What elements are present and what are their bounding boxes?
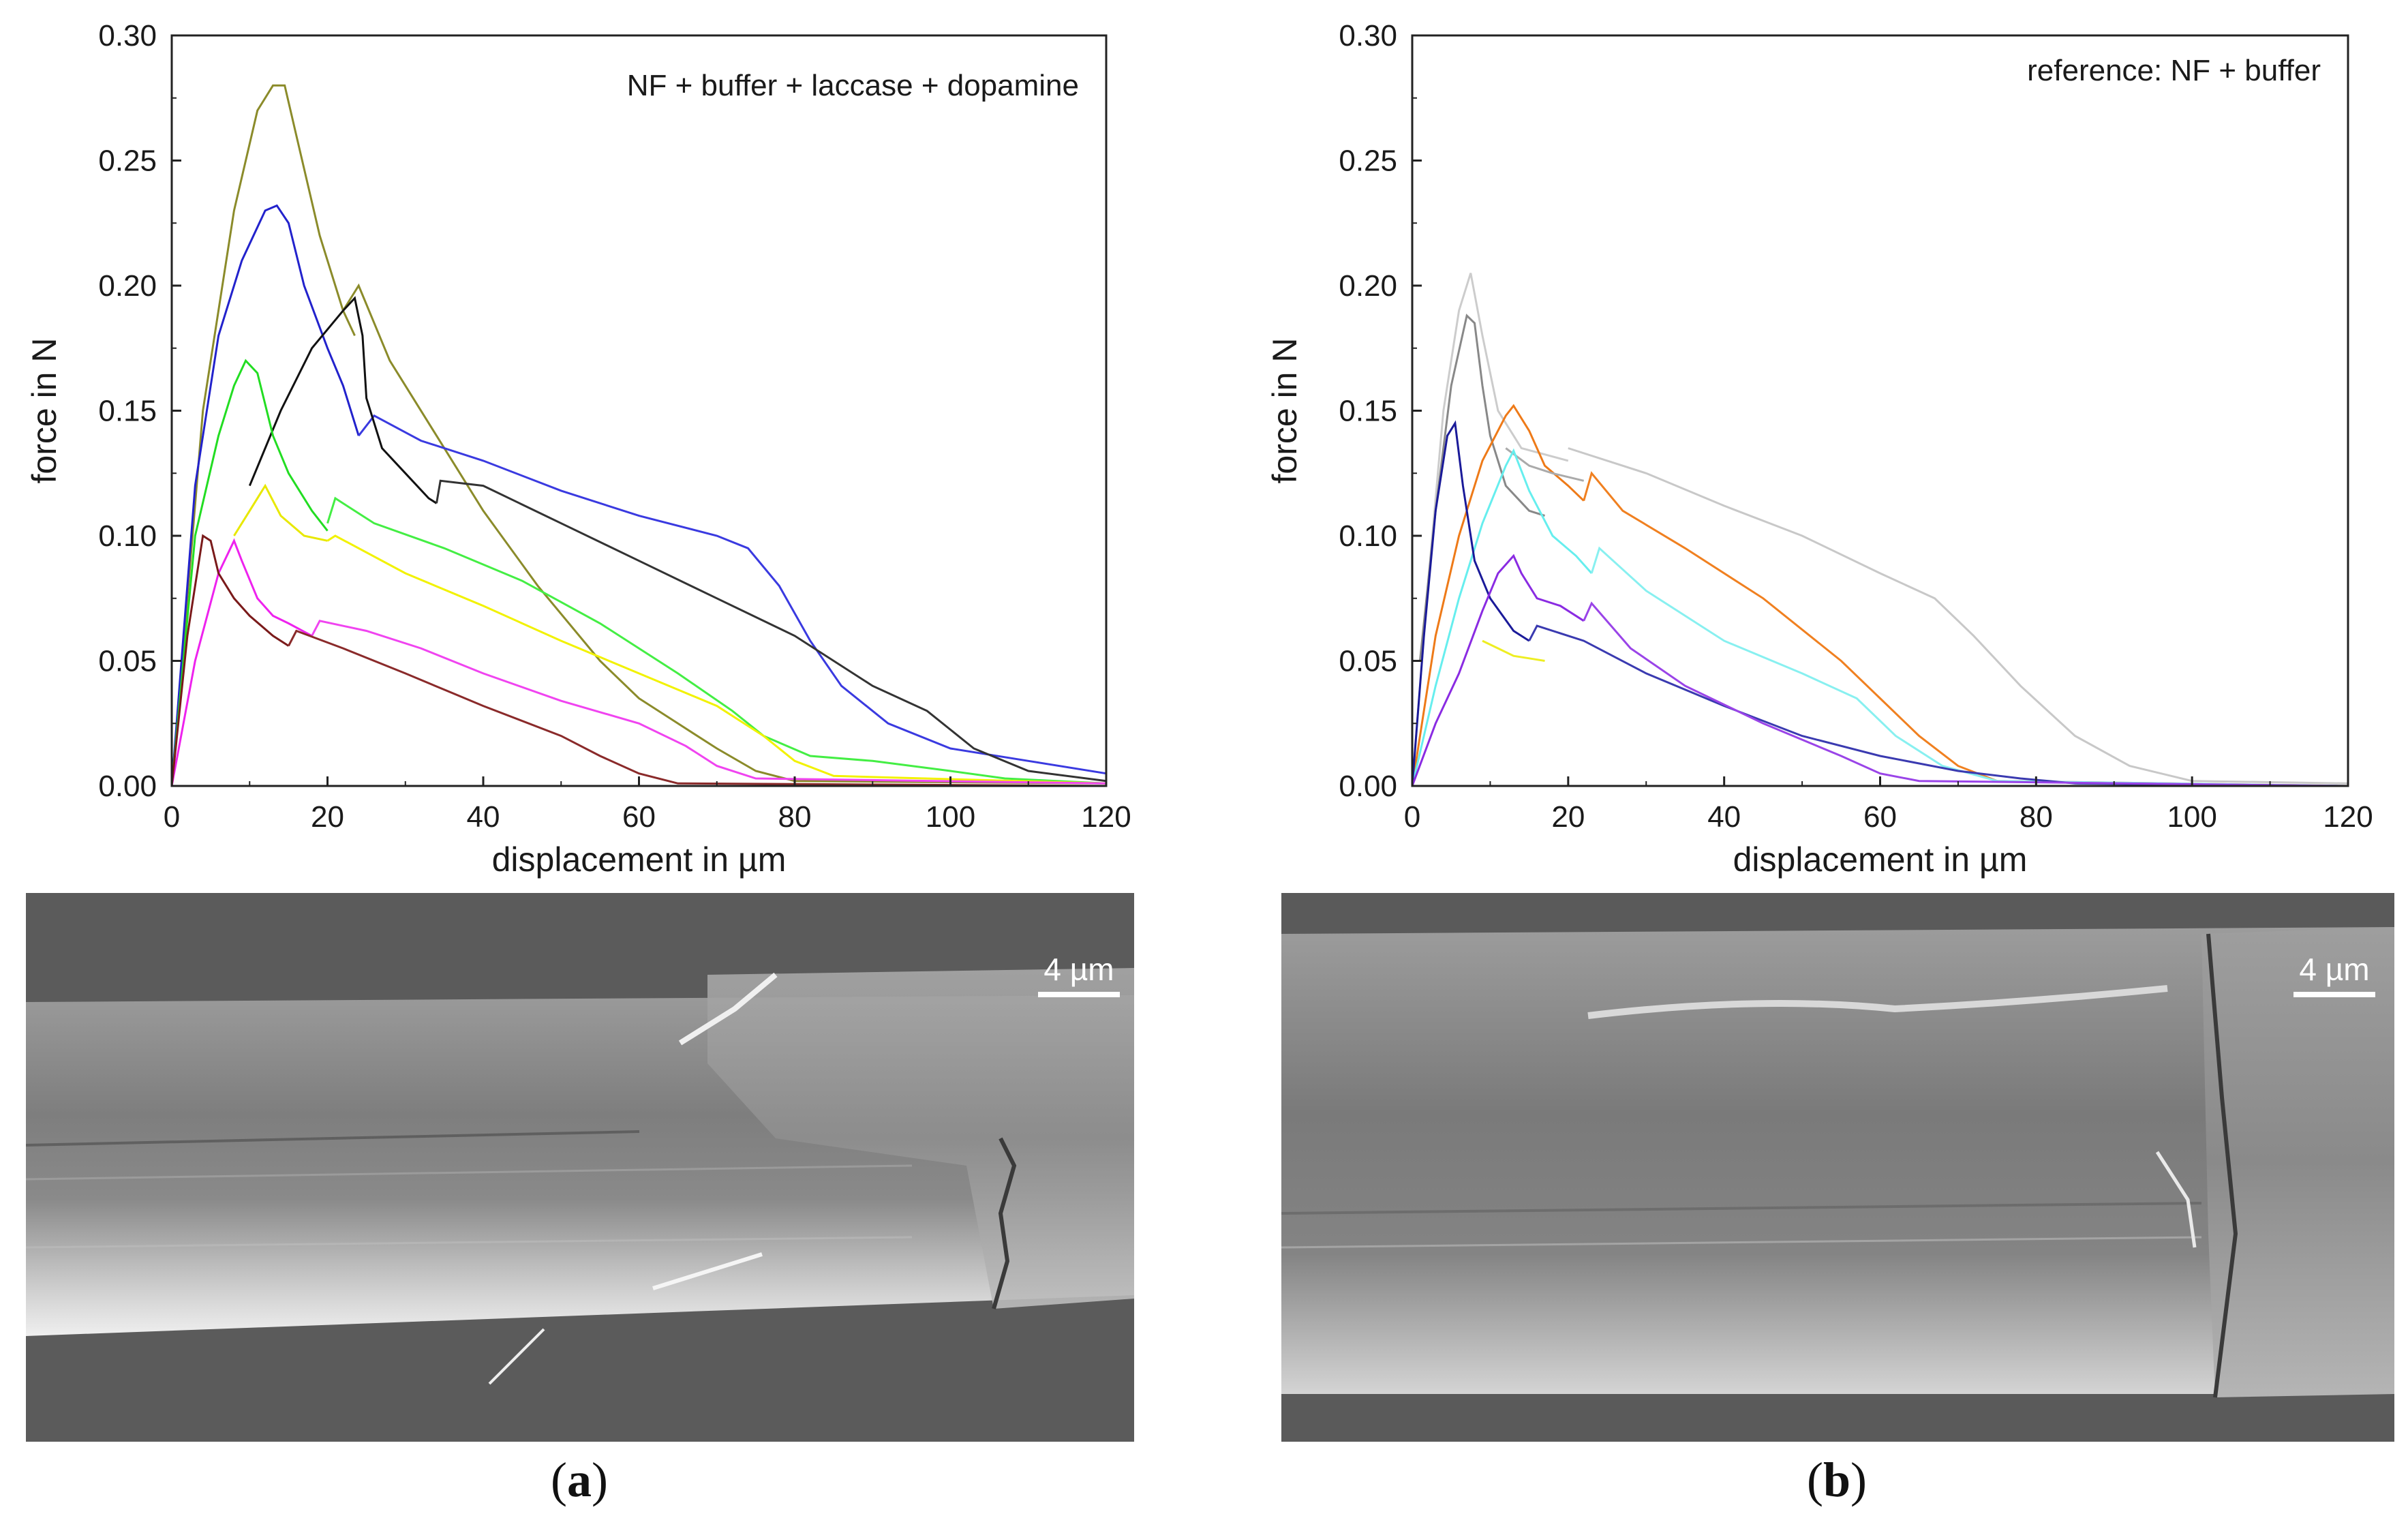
x-tick-label: 60 <box>1863 800 1897 834</box>
series-line-blue-2 <box>358 414 1107 775</box>
series-line-magenta <box>170 538 313 787</box>
y-tick-label: 0.25 <box>98 145 157 178</box>
series-line-lightgray <box>1411 273 1569 787</box>
sem-image-b: 4 µm <box>1281 893 2394 1442</box>
caption-a-letter: a <box>567 1453 592 1507</box>
y-tick-label: 0.30 <box>98 19 157 52</box>
series-line-orange-2 <box>1583 471 2349 787</box>
series-line-lightgray-2 <box>1568 447 2349 785</box>
x-axis-label: displacement in µm <box>1733 840 2028 879</box>
y-tick-label: 0.05 <box>1339 645 1397 678</box>
sem-image-a: 4 µm <box>26 893 1134 1442</box>
series-line-gray-flat <box>1505 447 1585 482</box>
series-line-yellow <box>233 483 328 542</box>
y-tick-label: 0.10 <box>1339 519 1397 553</box>
x-tick-label: 20 <box>1551 800 1585 834</box>
y-tick-label: 0.30 <box>1339 19 1397 52</box>
series-line-darkred-2 <box>288 629 1107 787</box>
series-line-cyan <box>1411 448 1593 787</box>
y-axis-label: force in N <box>1266 338 1304 484</box>
x-axis-label: displacement in µm <box>492 840 787 879</box>
series-line-violet-2 <box>1583 601 2349 787</box>
plot-frame <box>1411 34 2349 787</box>
y-tick-label: 0.10 <box>98 519 157 553</box>
chart-b: 0 20 40 60 80 100 120 0.00 0.05 0.10 0.15 0.20 0.25 0… <box>1240 0 2408 900</box>
series-line-yellow-2 <box>326 534 1107 785</box>
series-line-orange <box>1411 404 1585 787</box>
x-tick-label: 80 <box>778 800 812 834</box>
fiber-drawing-b <box>1281 893 2394 1442</box>
chart-b-svg: 0 20 40 60 80 100 120 0.00 0.05 0.10 0.15 0.20 0.25 0… <box>1266 19 2373 879</box>
x-tick-label: 80 <box>2020 800 2053 834</box>
x-tick-label: 120 <box>2323 800 2373 834</box>
chart-a-svg: 0 20 40 60 80 100 120 0.00 0.05 0.10 0.15 0.20 0.25 0… <box>25 19 1131 879</box>
chart-a: 0 20 40 60 80 100 120 0.00 0.05 0.10 0.15 0.20 0.25 0… <box>0 0 1172 900</box>
series-line-gray <box>1418 314 1545 661</box>
y-tick-label: 0.20 <box>98 269 157 303</box>
series-line-navy-2 <box>1528 624 2349 787</box>
series-line-darkred <box>170 534 290 787</box>
scale-bar-b: 4 µm <box>2293 951 2375 997</box>
plot-area <box>170 84 1107 787</box>
series-line-black-2 <box>436 479 1107 783</box>
x-tick-label: 100 <box>926 800 975 834</box>
x-tick-label: 100 <box>2167 800 2216 834</box>
y-tick-label: 0.00 <box>1339 770 1397 803</box>
fiber-drawing-a <box>26 893 1134 1442</box>
plot-area <box>1411 273 2349 787</box>
chart-annotation: NF + buffer + laccase + dopamine <box>627 69 1079 102</box>
caption-b: (b) <box>1806 1453 1867 1507</box>
series-line-yellow <box>1482 639 1545 662</box>
scale-label-a: 4 µm <box>1043 952 1114 987</box>
scale-label-b: 4 µm <box>2299 952 2370 987</box>
scale-line-b <box>2293 992 2375 997</box>
y-tick-label: 0.15 <box>98 395 157 428</box>
x-tick-label: 40 <box>1707 800 1741 834</box>
series-line-violet <box>1411 554 1585 787</box>
y-tick-label: 0.25 <box>1339 145 1397 178</box>
series-line-magenta-2 <box>311 620 1107 785</box>
x-tick-label: 120 <box>1081 800 1131 834</box>
x-tick-label: 0 <box>164 800 180 834</box>
scale-bar-a: 4 µm <box>1038 951 1120 997</box>
caption-a: (a) <box>551 1453 608 1507</box>
series-line-navy <box>1411 420 1530 787</box>
series-line-green-2 <box>326 496 1107 785</box>
y-axis-label: force in N <box>25 338 63 484</box>
y-tick-label: 0.15 <box>1339 395 1397 428</box>
chart-annotation: reference: NF + buffer <box>2027 54 2321 87</box>
series-line-blue <box>170 204 360 787</box>
y-tick-label: 0.05 <box>98 645 157 678</box>
y-tick-label: 0.00 <box>98 770 157 803</box>
x-tick-label: 0 <box>1404 800 1420 834</box>
scale-line-a <box>1038 992 1120 997</box>
x-tick-label: 20 <box>311 800 344 834</box>
x-tick-label: 40 <box>467 800 500 834</box>
series-line-olive <box>170 84 356 787</box>
y-tick-label: 0.20 <box>1339 269 1397 303</box>
x-tick-label: 60 <box>622 800 656 834</box>
series-line-black <box>248 296 438 504</box>
series-line-cyan-2 <box>1590 546 2349 787</box>
series-line-olive-2 <box>342 283 1107 785</box>
series-line-green <box>170 359 329 787</box>
caption-b-letter: b <box>1823 1453 1851 1507</box>
